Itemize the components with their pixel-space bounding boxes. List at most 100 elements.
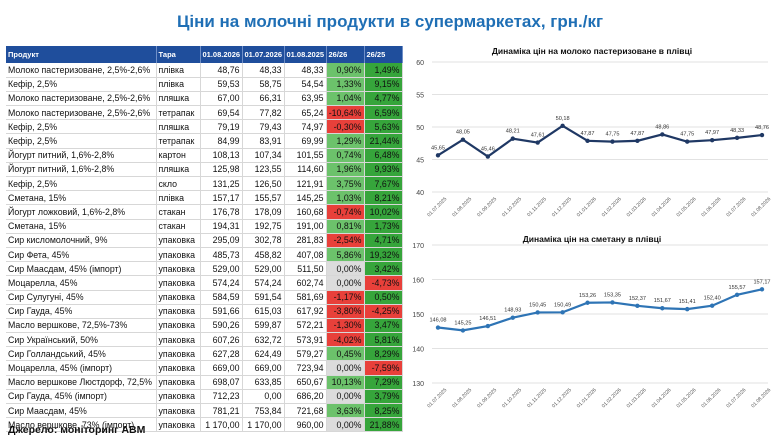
cell-price-aug-2025: 160,68 <box>284 204 327 220</box>
cell-change-month: 0,45% <box>326 346 365 362</box>
cell-product: Сир Маасдам, 45% <box>6 403 157 419</box>
cell-change-year: 5,81% <box>364 332 403 348</box>
cell-package: стакан <box>156 204 201 220</box>
data-point <box>510 315 515 320</box>
cell-change-year: -4,73% <box>364 275 403 291</box>
data-point <box>435 325 441 330</box>
cell-price-aug-2026: 781,21 <box>200 403 243 419</box>
cell-product: Кефір, 2,5% <box>6 176 157 192</box>
cell-price-aug-2025: 650,67 <box>284 375 327 390</box>
x-tick-label: 01.11.2025 <box>526 196 548 218</box>
header-aug-2025: 01.08.2025 <box>284 46 327 63</box>
sour-cream-price-chart: Динаміка цін на сметану в плівці 130 140 1… <box>410 230 774 415</box>
cell-change-month: 0,00% <box>326 417 365 433</box>
cell-price-aug-2026: 529,00 <box>200 261 243 277</box>
cell-change-year: 8,29% <box>364 346 403 362</box>
x-tick-label: 01.02.2026 <box>601 196 623 218</box>
cell-package: тетрапак <box>156 133 201 149</box>
x-tick-label: 01.06.2026 <box>700 387 722 409</box>
cell-package: упаковка <box>156 318 201 334</box>
data-label: 150,49 <box>554 302 571 308</box>
milk-price-chart: Динаміка цін на молоко пастеризоване в п… <box>410 42 774 220</box>
cell-product: Масло вершкове Люстдорф, 72,5% <box>6 375 157 390</box>
cell-change-month: 3,63% <box>326 403 365 419</box>
cell-price-aug-2026: 584,59 <box>200 290 243 305</box>
cell-change-year: 7,29% <box>364 375 403 390</box>
data-label: 148,93 <box>504 308 521 314</box>
data-point <box>610 139 615 144</box>
data-point <box>485 154 491 159</box>
cell-price-aug-2025: 145,25 <box>284 190 327 206</box>
cell-price-aug-2026: 607,26 <box>200 332 243 348</box>
data-label: 153,26 <box>579 293 596 299</box>
cell-price-aug-2026: 84,99 <box>200 133 243 149</box>
cell-price-aug-2025: 579,27 <box>284 346 327 362</box>
table-row: Сир Фета, 45% упаковка 485,73 458,82 407,08 5… <box>6 247 403 263</box>
cell-price-jul-2026: 107,34 <box>242 148 285 163</box>
cell-product: Сметана, 15% <box>6 219 157 234</box>
data-point <box>759 287 765 292</box>
x-tick-label: 01.11.2025 <box>526 387 548 409</box>
data-point <box>709 303 715 308</box>
x-tick-label: 01.09.2025 <box>476 387 498 409</box>
x-tick-label: 01.12.2025 <box>551 387 573 409</box>
cell-product: Масло вершкове, 73% (імпорт) <box>6 417 157 433</box>
cell-price-aug-2026: 59,53 <box>200 77 243 92</box>
y-tick-label: 50 <box>416 125 424 132</box>
cell-change-year: 9,15% <box>364 77 403 92</box>
header-change-month: 26/26 <box>326 46 365 63</box>
data-point <box>660 132 665 137</box>
cell-price-jul-2026: 192,75 <box>242 219 285 234</box>
data-label: 45,46 <box>481 147 495 153</box>
cell-change-year: 10,02% <box>364 204 403 220</box>
header-aug-2026: 01.08.2026 <box>200 46 243 63</box>
x-tick-label: 01.08.2025 <box>451 196 473 218</box>
cell-price-aug-2025: 54,54 <box>284 77 327 92</box>
table-row: Йогурт питний, 1,6%-2,8% пляшка 125,98 123,… <box>6 162 403 178</box>
cell-price-aug-2026: 69,54 <box>200 105 243 121</box>
table-row: Масло вершкове, 72,5%-73% упаковка 590,26 5… <box>6 318 403 334</box>
cell-product: Моцарелла, 45% <box>6 275 157 291</box>
table-row: Сметана, 15% стакан 194,31 192,75 191,00 0,81… <box>6 219 403 234</box>
cell-price-jul-2026: 669,00 <box>242 360 285 376</box>
sour-cream-chart-title: Динаміка цін на сметану в плівці <box>522 234 662 244</box>
data-point <box>435 153 441 158</box>
cell-price-jul-2026: 529,00 <box>242 261 285 277</box>
cell-change-year: 19,32% <box>364 247 403 263</box>
x-tick-label: 01.10.2025 <box>501 387 523 409</box>
cell-change-year: -7,59% <box>364 360 403 376</box>
cell-price-jul-2026: 178,09 <box>242 204 285 220</box>
x-tick-label: 01.01.2026 <box>576 387 598 409</box>
data-label: 146,51 <box>479 316 496 322</box>
cell-change-month: 1,03% <box>326 190 365 206</box>
y-tick-label: 60 <box>416 60 424 67</box>
data-label: 48,76 <box>755 125 769 131</box>
data-label: 150,45 <box>529 302 546 308</box>
cell-change-month: -0,74% <box>326 204 365 220</box>
y-tick-label: 45 <box>416 158 424 165</box>
cell-price-jul-2026: 155,57 <box>242 190 285 206</box>
cell-change-month: -0,30% <box>326 119 365 135</box>
cell-package: упаковка <box>156 375 201 390</box>
cell-change-month: 5,86% <box>326 247 365 263</box>
cell-price-aug-2025: 617,92 <box>284 304 327 319</box>
cell-price-aug-2025: 65,24 <box>284 105 327 121</box>
table-row: Йогурт ложковий, 1,6%-2,8% стакан 176,78 17… <box>6 204 403 220</box>
table-row: Масло вершкове Люстдорф, 72,5% упаковка 69… <box>6 375 403 390</box>
cell-price-aug-2025: 721,68 <box>284 403 327 419</box>
cell-price-jul-2026: 574,24 <box>242 275 285 291</box>
cell-price-aug-2025: 511,50 <box>284 261 327 277</box>
data-label: 47,75 <box>605 132 619 138</box>
cell-price-aug-2025: 572,21 <box>284 318 327 334</box>
cell-price-aug-2026: 1 170,00 <box>200 417 243 433</box>
cell-change-year: 3,47% <box>364 318 403 334</box>
data-point <box>535 140 540 145</box>
table-row: Сметана, 15% плівка 157,17 155,57 145,25 1,03… <box>6 190 403 206</box>
cell-change-month: 1,96% <box>326 162 365 178</box>
cell-price-aug-2025: 63,95 <box>284 91 327 107</box>
data-label: 157,17 <box>753 279 770 285</box>
cell-change-month: 1,04% <box>326 91 365 107</box>
cell-change-month: 0,00% <box>326 275 365 291</box>
cell-change-month: -3,80% <box>326 304 365 319</box>
cell-product: Йогурт ложковий, 1,6%-2,8% <box>6 204 157 220</box>
